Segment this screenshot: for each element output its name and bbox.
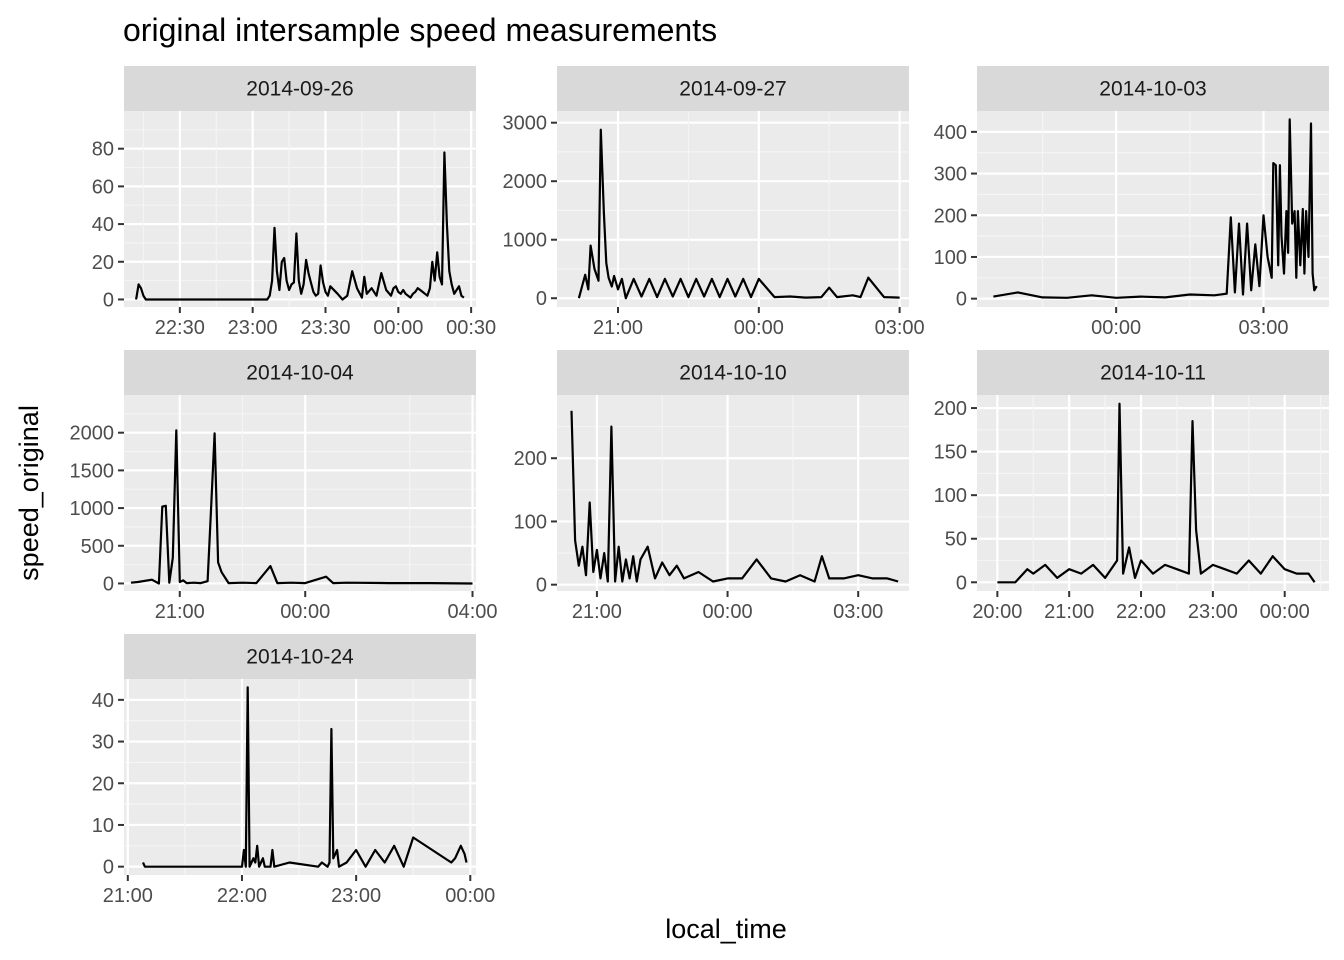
y-tick-label: 0 <box>103 289 114 311</box>
x-tick-label: 21:00 <box>593 317 643 339</box>
y-tick-label: 100 <box>514 511 547 533</box>
facet-strip-label: 2014-10-10 <box>679 362 786 385</box>
y-tick-label: 200 <box>934 398 967 420</box>
y-tick-label: 3000 <box>503 113 548 135</box>
speed-series-line <box>130 429 473 585</box>
y-tick-label: 0 <box>536 288 547 310</box>
x-tick-label: 00:00 <box>703 601 753 623</box>
x-tick-label: 03:00 <box>833 601 883 623</box>
y-tick-label: 0 <box>103 857 114 879</box>
x-axis-title: local_time <box>665 914 787 944</box>
y-tick-label: 40 <box>92 690 114 712</box>
facet-strip-label: 2014-10-04 <box>246 362 354 385</box>
x-tick-label: 22:00 <box>217 885 267 907</box>
y-tick-label: 200 <box>934 205 967 227</box>
facet-panel: 2014-09-26 0 20 40 60 80 22:30 23:00 23:30 00:00 0… <box>92 66 496 339</box>
facet-panel: 2014-09-27 0 1000 2000 3000 21:00 00:00 03:00 <box>503 66 925 339</box>
y-tick-label: 60 <box>92 176 114 198</box>
y-tick-label: 200 <box>514 448 547 470</box>
x-tick-label: 03:00 <box>875 317 925 339</box>
y-tick-label: 500 <box>81 536 114 558</box>
facet-strip <box>977 350 1329 395</box>
speed-series-line <box>135 151 465 301</box>
facet-strip-label: 2014-10-03 <box>1099 78 1206 101</box>
facet-strip <box>977 66 1329 111</box>
y-tick-label: 2000 <box>503 171 548 193</box>
facet-panel: 2014-10-24 0 10 20 30 40 21:00 22:00 23:00 00:00 <box>92 634 495 907</box>
y-tick-label: 0 <box>956 289 967 311</box>
facet-strip-label: 2014-10-24 <box>246 646 354 669</box>
x-tick-label: 00:00 <box>1260 601 1310 623</box>
facet-strip-label: 2014-09-27 <box>679 78 786 101</box>
facet-strip-label: 2014-09-26 <box>246 78 353 101</box>
facet-strip <box>557 66 909 111</box>
panel-background <box>557 395 909 591</box>
y-tick-label: 0 <box>103 573 114 595</box>
y-tick-label: 100 <box>934 247 967 269</box>
x-tick-label: 22:30 <box>155 317 205 339</box>
x-tick-label: 23:00 <box>331 885 381 907</box>
y-tick-label: 10 <box>92 815 114 837</box>
y-tick-label: 0 <box>536 575 547 597</box>
x-tick-label: 00:00 <box>445 885 495 907</box>
x-tick-label: 21:00 <box>103 885 153 907</box>
x-tick-label: 04:00 <box>447 601 497 623</box>
facet-strip <box>124 66 476 111</box>
y-tick-label: 300 <box>934 164 967 186</box>
y-tick-label: 100 <box>934 485 967 507</box>
y-tick-label: 0 <box>956 572 967 594</box>
facet-panel: 2014-10-04 0 500 1000 1500 2000 21:00 00:00 04:0… <box>70 350 498 623</box>
panel-background <box>124 679 476 875</box>
x-tick-label: 21:00 <box>572 601 622 623</box>
x-tick-label: 23:30 <box>300 317 350 339</box>
panel-background <box>557 111 909 307</box>
y-tick-label: 1500 <box>70 460 115 482</box>
y-tick-label: 40 <box>92 214 114 236</box>
facet-strip-label: 2014-10-11 <box>1100 362 1206 385</box>
panels-group: 2014-09-26 0 20 40 60 80 22:30 23:00 23:30 00:00 0… <box>70 66 1329 907</box>
x-tick-label: 22:00 <box>1116 601 1166 623</box>
facet-panel: 2014-10-11 0 50 100 150 200 20:00 21:00 22:00 23:… <box>934 350 1329 623</box>
x-tick-label: 00:00 <box>734 317 784 339</box>
facet-panel: 2014-10-10 0 100 200 21:00 00:00 03:00 <box>514 350 909 623</box>
y-tick-label: 30 <box>92 732 114 754</box>
facet-strip <box>124 634 476 679</box>
x-tick-label: 00:00 <box>280 601 330 623</box>
speed-series-line <box>577 128 900 300</box>
speed-series-line <box>997 402 1316 584</box>
x-tick-label: 21:00 <box>1044 601 1094 623</box>
x-tick-label: 00:30 <box>446 317 496 339</box>
y-tick-label: 1000 <box>70 498 115 520</box>
speed-series-line <box>570 410 899 583</box>
y-axis-title: speed_original <box>14 405 44 581</box>
x-tick-label: 03:00 <box>1238 317 1288 339</box>
facet-strip <box>557 350 909 395</box>
y-tick-label: 2000 <box>70 423 115 445</box>
x-tick-label: 00:00 <box>1091 317 1141 339</box>
facet-strip <box>124 350 476 395</box>
chart-title: original intersample speed measurements <box>123 12 717 48</box>
facet-panel: 2014-10-03 0 100 200 300 400 00:00 03:00 <box>934 66 1329 339</box>
speed-series-line <box>141 686 468 868</box>
panel-background <box>124 111 476 307</box>
y-tick-label: 20 <box>92 252 114 274</box>
y-tick-label: 400 <box>934 122 967 144</box>
x-tick-label: 20:00 <box>972 601 1022 623</box>
speed-series-line <box>993 118 1318 299</box>
y-tick-label: 80 <box>92 139 114 161</box>
x-tick-label: 23:00 <box>228 317 278 339</box>
x-tick-label: 23:00 <box>1188 601 1238 623</box>
y-tick-label: 20 <box>92 773 114 795</box>
y-tick-label: 50 <box>945 529 967 551</box>
x-tick-label: 21:00 <box>155 601 205 623</box>
x-tick-label: 00:00 <box>373 317 423 339</box>
y-tick-label: 1000 <box>503 230 548 252</box>
y-tick-label: 150 <box>934 442 967 464</box>
panel-background <box>124 395 476 591</box>
